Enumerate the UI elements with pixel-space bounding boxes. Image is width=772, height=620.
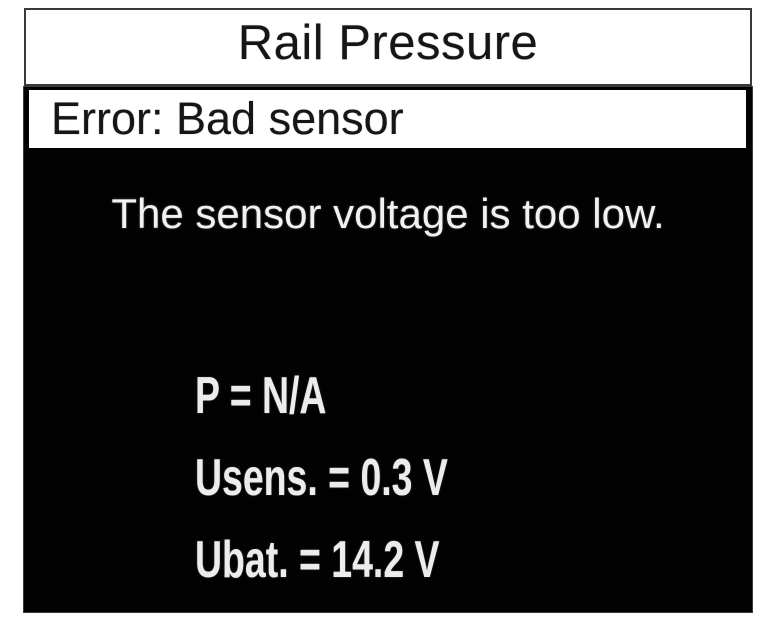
- title-bar: Rail Pressure: [24, 8, 752, 86]
- error-description: The sensor voltage is too low.: [111, 190, 665, 237]
- readings-block: P = N/A Usens. = 0.3 V Ubat. = 14.2 V: [195, 355, 546, 601]
- reading-battery-voltage: Ubat. = 14.2 V: [195, 531, 440, 589]
- error-banner: Error: Bad sensor: [29, 90, 746, 148]
- reading-rail-pressure: P = N/A: [195, 367, 327, 425]
- reading-sensor-voltage: Usens. = 0.3 V: [195, 449, 448, 507]
- error-banner-text: Error: Bad sensor: [51, 93, 404, 144]
- page-title: Rail Pressure: [237, 16, 539, 70]
- display-panel: Error: Bad sensor The sensor voltage is …: [24, 87, 752, 612]
